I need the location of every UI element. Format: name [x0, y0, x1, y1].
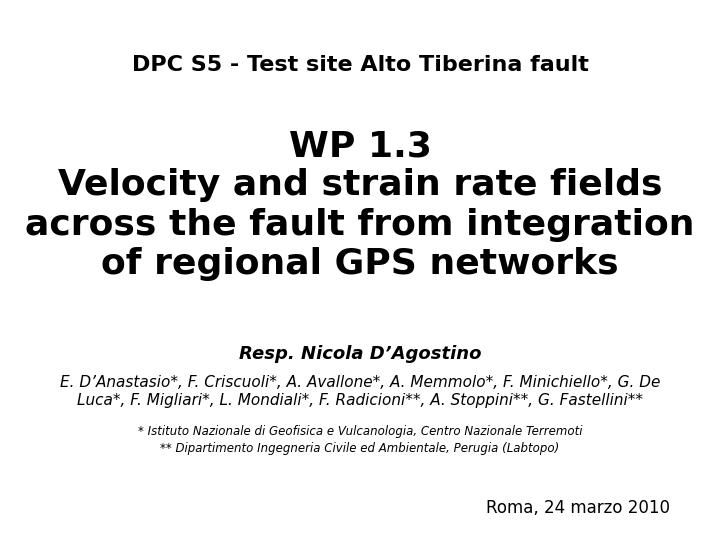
- Text: * Istituto Nazionale di Geofisica e Vulcanologia, Centro Nazionale Terremoti
** : * Istituto Nazionale di Geofisica e Vulc…: [138, 425, 582, 455]
- Text: Roma, 24 marzo 2010: Roma, 24 marzo 2010: [485, 498, 670, 517]
- Text: WP 1.3
Velocity and strain rate fields
across the fault from integration
of regi: WP 1.3 Velocity and strain rate fields a…: [25, 129, 695, 281]
- Text: DPC S5 - Test site Alto Tiberina fault: DPC S5 - Test site Alto Tiberina fault: [132, 55, 588, 75]
- Text: Resp. Nicola D’Agostino: Resp. Nicola D’Agostino: [239, 345, 481, 363]
- Text: E. D’Anastasio*, F. Criscuoli*, A. Avallone*, A. Memmolo*, F. Minichiello*, G. D: E. D’Anastasio*, F. Criscuoli*, A. Avall…: [60, 375, 660, 408]
